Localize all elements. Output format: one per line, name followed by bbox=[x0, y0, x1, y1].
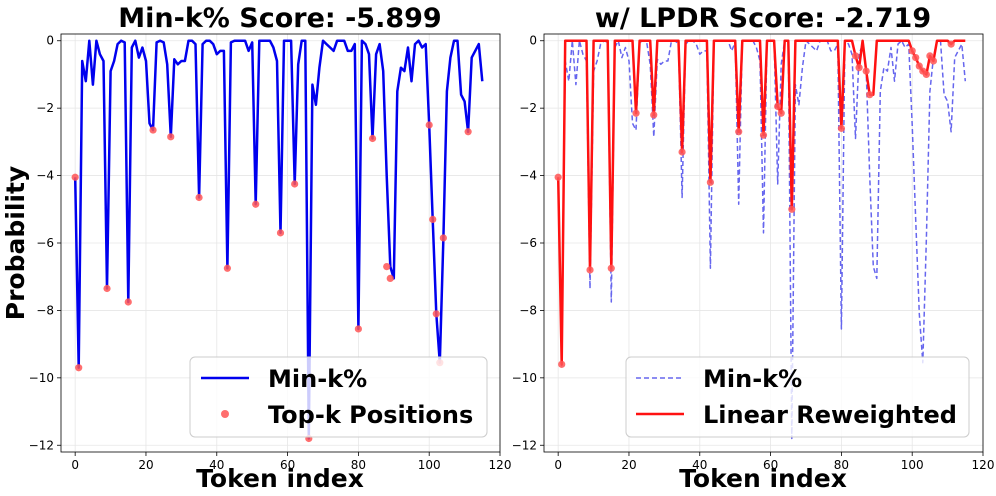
right-marker-23 bbox=[926, 52, 934, 60]
right-marker-17 bbox=[866, 91, 874, 99]
right-plot-frame bbox=[543, 33, 984, 453]
left-point-top-k-positions-16 bbox=[425, 121, 433, 129]
left-point-top-k-positions-12 bbox=[354, 325, 362, 333]
right-marker-14 bbox=[851, 52, 860, 60]
left-point-top-k-positions-5 bbox=[167, 133, 175, 141]
right-ticks: 0 20 40 60 80 100 120 0 −2 −4 −6 −8 −10 −12 bbox=[512, 34, 995, 472]
right-y-tick-label--8: −8 bbox=[519, 303, 537, 317]
left-y-axis-label: Probability bbox=[1, 166, 30, 320]
left-line-min-k bbox=[73, 39, 484, 440]
left-y-tick-label--6: −6 bbox=[36, 236, 54, 250]
left-point-top-k-positions-17 bbox=[429, 215, 437, 224]
right-marker-11 bbox=[777, 109, 785, 117]
left-x-tick-label-20: 20 bbox=[138, 458, 153, 472]
left-point-top-k-positions-1 bbox=[75, 364, 83, 372]
right-marker-6 bbox=[678, 148, 686, 156]
right-legend-box bbox=[625, 356, 970, 438]
left-point-top-k-positions-14 bbox=[383, 262, 391, 271]
left-point-top-k-positions-21 bbox=[464, 128, 472, 136]
left-point-top-k-positions-18 bbox=[432, 310, 440, 318]
right-chart: w/ LPDR Score: -2.719 Token index 0 20 40 6… bbox=[512, 3, 995, 493]
left-y-tick-label--2: −2 bbox=[36, 101, 54, 115]
right-marker-1 bbox=[558, 360, 566, 368]
left-point-top-k-positions-4 bbox=[149, 126, 157, 134]
right-x-axis-label: Token index bbox=[679, 464, 847, 493]
right-marker-18 bbox=[908, 47, 916, 55]
left-point-top-k-positions-13 bbox=[368, 134, 377, 143]
right-marker-10 bbox=[774, 102, 782, 111]
right-marker-25 bbox=[947, 40, 955, 48]
right-y-tick-label--10: −10 bbox=[512, 371, 537, 385]
left-plot-frame bbox=[60, 33, 501, 453]
right-marker-12 bbox=[788, 205, 796, 213]
right-marker-19 bbox=[912, 53, 920, 62]
right-series bbox=[554, 39, 967, 440]
right-chart-title: w/ LPDR Score: -2.719 bbox=[595, 3, 931, 34]
left-point-top-k-positions-20 bbox=[439, 234, 447, 242]
right-marker-20 bbox=[915, 62, 923, 70]
right-marker-4 bbox=[632, 109, 640, 117]
left-point-top-k-positions-7 bbox=[223, 264, 231, 272]
right-marker-3 bbox=[607, 264, 615, 272]
right-legend-label-min-k: Min-k% bbox=[703, 365, 802, 393]
right-marker-24 bbox=[929, 57, 938, 65]
right-x-tick-label-20: 20 bbox=[621, 458, 636, 472]
right-line-linear-reweighted bbox=[556, 39, 966, 366]
left-legend-marker-swatch bbox=[221, 410, 229, 418]
left-ticks: 0 20 40 60 80 100 120 0 −2 −4 −6 −8 −10 −12 bbox=[29, 34, 512, 472]
left-point-top-k-positions-10 bbox=[291, 180, 299, 188]
right-legend-label-linear: Linear Reweighted bbox=[703, 401, 957, 429]
left-point-top-k-positions-0 bbox=[71, 173, 79, 181]
left-point-top-k-positions-3 bbox=[124, 298, 132, 306]
right-x-tick-label-120: 120 bbox=[972, 458, 995, 472]
left-y-tick-label--10: −10 bbox=[29, 371, 54, 385]
right-marker-15 bbox=[855, 64, 863, 72]
right-marker-5 bbox=[650, 111, 658, 119]
left-legend-box bbox=[189, 356, 488, 438]
right-y-tick-label--4: −4 bbox=[519, 169, 537, 183]
right-legend: Min-k% Linear Reweighted bbox=[625, 356, 970, 438]
left-x-tick-label-0: 0 bbox=[71, 458, 79, 472]
right-x-tick-label-0: 0 bbox=[554, 458, 562, 472]
right-line-min-k bbox=[557, 39, 967, 440]
left-x-tick-label-80: 80 bbox=[351, 458, 366, 472]
left-y-tick-label--12: −12 bbox=[29, 438, 54, 452]
left-x-tick-label-60: 60 bbox=[280, 458, 295, 472]
right-x-tick-label-40: 40 bbox=[692, 458, 707, 472]
left-legend-label-min-k: Min-k% bbox=[268, 365, 367, 393]
right-y-tick-label-0: 0 bbox=[529, 34, 537, 48]
right-y-tick-label--6: −6 bbox=[519, 236, 537, 250]
right-marker-9 bbox=[759, 131, 768, 139]
left-x-tick-label-40: 40 bbox=[209, 458, 224, 472]
left-point-top-k-positions-8 bbox=[252, 200, 260, 208]
right-x-tick-label-60: 60 bbox=[763, 458, 778, 472]
left-x-axis-label: Token index bbox=[196, 464, 364, 493]
right-marker-22 bbox=[922, 70, 930, 79]
left-chart-title: Min-k% Score: -5.899 bbox=[118, 3, 441, 34]
left-legend-label-top-k: Top-k Positions bbox=[268, 401, 473, 429]
left-series bbox=[71, 39, 484, 443]
right-x-tick-label-80: 80 bbox=[834, 458, 849, 472]
right-marker-0 bbox=[554, 173, 562, 181]
right-marker-2 bbox=[586, 266, 594, 274]
left-x-tick-label-120: 120 bbox=[489, 458, 512, 472]
right-y-tick-label--2: −2 bbox=[519, 101, 537, 115]
left-y-tick-label--8: −8 bbox=[36, 303, 54, 317]
left-chart: Min-k% Score: -5.899 Probability Token i… bbox=[1, 3, 511, 493]
left-x-tick-label-100: 100 bbox=[418, 458, 441, 472]
left-point-top-k-positions-15 bbox=[386, 274, 394, 282]
right-marker-7 bbox=[706, 178, 714, 186]
left-y-tick-label--4: −4 bbox=[36, 169, 54, 183]
right-marker-16 bbox=[862, 67, 870, 75]
right-x-tick-label-100: 100 bbox=[901, 458, 924, 472]
left-point-top-k-positions-6 bbox=[195, 193, 203, 202]
left-legend: Min-k% Top-k Positions bbox=[189, 356, 488, 438]
right-marker-8 bbox=[735, 128, 743, 136]
right-y-tick-label--12: −12 bbox=[512, 438, 537, 452]
right-marker-13 bbox=[837, 124, 845, 132]
left-point-top-k-positions-9 bbox=[276, 229, 285, 237]
left-y-tick-label-0: 0 bbox=[46, 34, 54, 48]
left-point-top-k-positions-2 bbox=[103, 284, 111, 293]
